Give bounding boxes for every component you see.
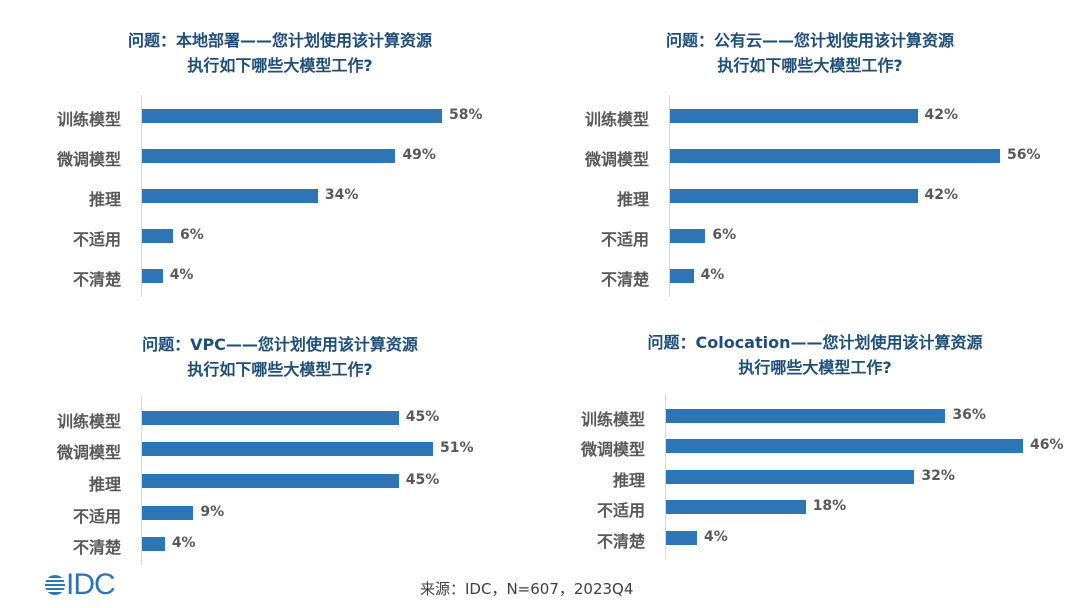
data-label: 32% <box>921 468 955 484</box>
data-label: 6% <box>180 227 204 243</box>
bar <box>142 189 318 203</box>
category-label: 不适用 <box>72 230 121 249</box>
category-label: 推理 <box>616 190 649 209</box>
chart-title-line: 问题：公有云——您计划使用该计算资源 <box>665 31 954 50</box>
bar <box>666 500 806 514</box>
bar <box>666 531 698 545</box>
data-label: 34% <box>324 187 359 203</box>
bar <box>142 149 396 163</box>
chart-title-line: 执行如下哪些大模型工作? <box>187 360 373 379</box>
bar <box>142 411 399 425</box>
chart-title: 问题：Colocation——您计划使用该计算资源 执行哪些大模型工作? <box>565 330 1065 380</box>
category-label: 训练模型 <box>580 410 645 429</box>
data-label: 42% <box>924 107 959 123</box>
bar <box>670 149 1000 163</box>
bar <box>666 470 915 484</box>
y-axis <box>141 397 142 565</box>
bar <box>666 409 946 423</box>
data-label: 45% <box>405 472 440 488</box>
bar <box>142 269 163 283</box>
idc-logo: IDC <box>44 568 116 602</box>
bar <box>142 109 442 123</box>
data-label: 6% <box>712 227 737 243</box>
bar <box>670 229 706 243</box>
bar <box>670 269 694 283</box>
y-axis <box>669 95 670 297</box>
data-label: 56% <box>1007 147 1041 163</box>
y-axis <box>665 395 666 559</box>
bar <box>142 474 399 488</box>
chart-title-line: 问题：VPC——您计划使用该计算资源 <box>142 335 418 354</box>
category-label: 不适用 <box>600 230 649 249</box>
chart-title: 问题：公有云——您计划使用该计算资源 执行如下哪些大模型工作? <box>560 28 1060 78</box>
bar <box>142 229 174 243</box>
category-label: 不清楚 <box>596 532 645 551</box>
bar <box>666 439 1023 453</box>
data-label: 18% <box>812 498 847 514</box>
category-label: 不清楚 <box>600 270 649 289</box>
chart-title-line: 执行哪些大模型工作? <box>738 358 892 377</box>
chart-title: 问题：本地部署——您计划使用该计算资源 执行如下哪些大模型工作? <box>30 28 530 78</box>
data-label: 36% <box>952 407 986 423</box>
category-label: 训练模型 <box>56 412 121 431</box>
data-label: 51% <box>440 440 474 456</box>
chart-title-line: 问题：本地部署——您计划使用该计算资源 <box>127 31 432 50</box>
category-label: 不适用 <box>72 507 121 526</box>
data-label: 9% <box>200 504 225 520</box>
data-label: 49% <box>402 147 436 163</box>
chart-title-line: 执行如下哪些大模型工作? <box>717 56 903 75</box>
chart-title-line: 执行如下哪些大模型工作? <box>187 56 373 75</box>
bar <box>670 109 918 123</box>
category-label: 训练模型 <box>584 110 649 129</box>
bar <box>142 442 433 456</box>
category-label: 不适用 <box>596 501 645 520</box>
category-label: 推理 <box>88 475 121 494</box>
category-label: 微调模型 <box>584 150 649 169</box>
data-label: 4% <box>171 535 196 551</box>
globe-icon <box>44 575 66 595</box>
logo-text: IDC <box>66 568 116 601</box>
data-label: 45% <box>405 409 440 425</box>
data-label: 4% <box>700 267 725 283</box>
category-label: 微调模型 <box>56 443 121 462</box>
y-axis <box>141 95 142 297</box>
category-label: 推理 <box>612 471 645 490</box>
bar <box>670 189 918 203</box>
chart-title: 问题：VPC——您计划使用该计算资源 执行如下哪些大模型工作? <box>30 332 530 382</box>
category-label: 微调模型 <box>580 440 645 459</box>
data-label: 42% <box>924 187 959 203</box>
source-note: 来源：IDC，N=607，2023Q4 <box>420 580 634 598</box>
category-label: 微调模型 <box>56 150 121 169</box>
chart-title-line: 问题：Colocation——您计划使用该计算资源 <box>647 333 983 352</box>
bar <box>142 537 165 551</box>
data-label: 4% <box>704 529 728 545</box>
category-label: 推理 <box>88 190 121 209</box>
category-label: 不清楚 <box>72 270 121 289</box>
data-label: 58% <box>449 107 483 123</box>
category-label: 不清楚 <box>72 538 121 557</box>
data-label: 46% <box>1030 437 1064 453</box>
category-label: 训练模型 <box>56 110 121 129</box>
bar <box>142 506 194 520</box>
data-label: 4% <box>169 267 194 283</box>
